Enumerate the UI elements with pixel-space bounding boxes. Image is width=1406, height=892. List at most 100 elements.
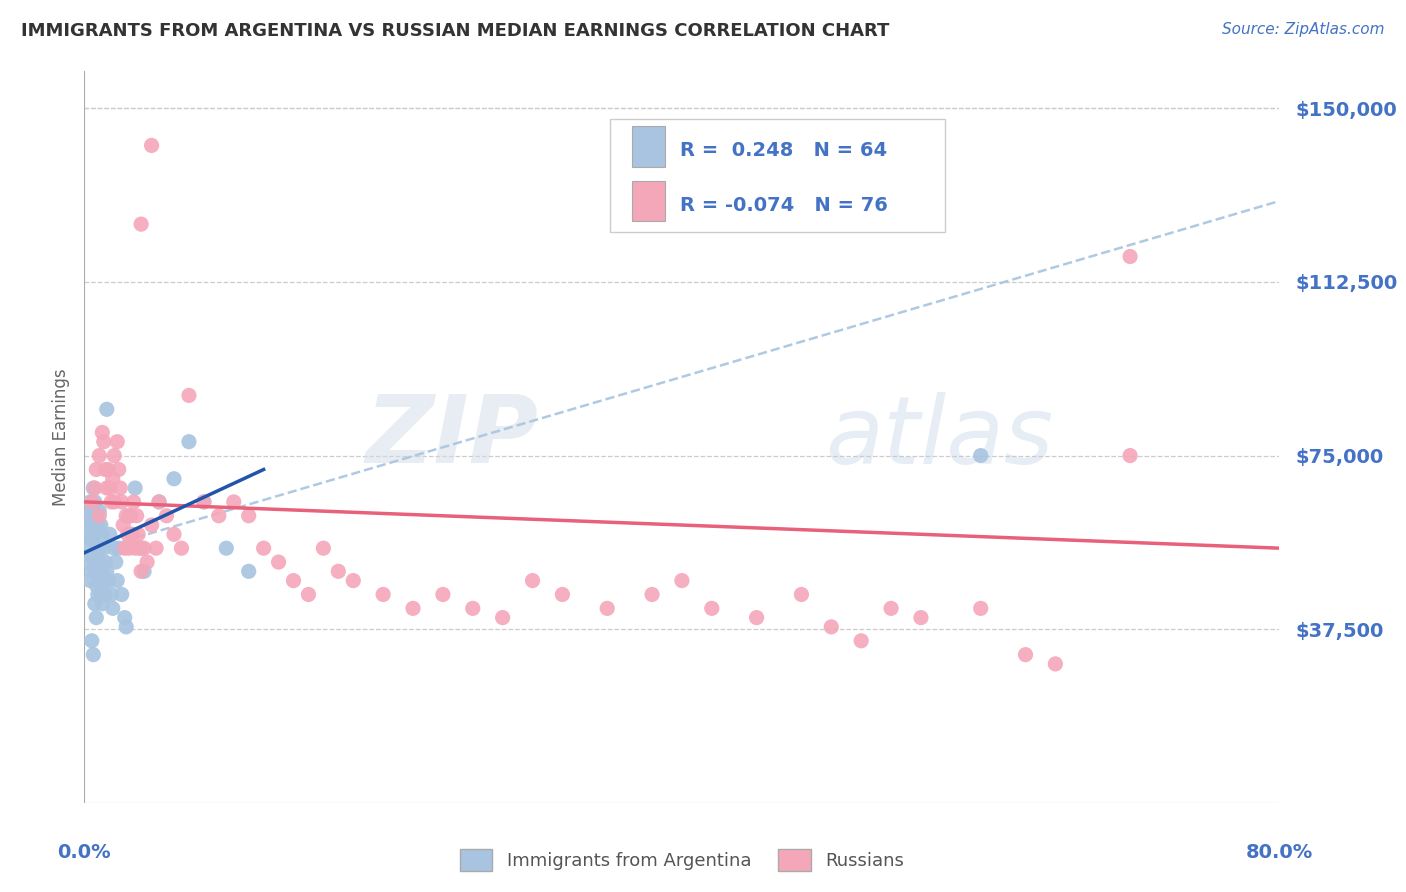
Point bbox=[120, 508, 142, 523]
Point bbox=[1119, 250, 1142, 264]
Point bbox=[297, 587, 319, 601]
Point bbox=[100, 495, 122, 509]
Point bbox=[128, 541, 150, 556]
Point bbox=[115, 620, 138, 634]
Point bbox=[129, 217, 152, 231]
Point bbox=[103, 449, 125, 463]
Point bbox=[98, 481, 121, 495]
Text: IMMIGRANTS FROM ARGENTINA VS RUSSIAN MEDIAN EARNINGS CORRELATION CHART: IMMIGRANTS FROM ARGENTINA VS RUSSIAN MED… bbox=[21, 22, 890, 40]
Point bbox=[141, 518, 163, 533]
Point bbox=[125, 508, 148, 523]
Point bbox=[112, 518, 135, 533]
Point bbox=[89, 449, 111, 463]
Point bbox=[111, 587, 134, 601]
Point bbox=[80, 633, 103, 648]
Point bbox=[215, 541, 238, 556]
Point bbox=[94, 555, 117, 569]
Point bbox=[115, 508, 138, 523]
Point bbox=[121, 527, 143, 541]
Point bbox=[105, 574, 128, 588]
Point bbox=[141, 138, 163, 153]
Point bbox=[790, 587, 813, 601]
Point bbox=[82, 481, 104, 495]
Text: 80.0%: 80.0% bbox=[1246, 843, 1313, 862]
Point bbox=[193, 495, 215, 509]
Point bbox=[328, 565, 350, 579]
Point bbox=[82, 648, 104, 662]
Text: 0.0%: 0.0% bbox=[58, 843, 111, 862]
Point bbox=[121, 527, 143, 541]
Point bbox=[79, 574, 101, 588]
Legend: Immigrants from Argentina, Russians: Immigrants from Argentina, Russians bbox=[453, 841, 911, 878]
FancyBboxPatch shape bbox=[610, 119, 945, 232]
Point bbox=[851, 633, 873, 648]
Point bbox=[83, 527, 105, 541]
Point bbox=[155, 508, 177, 523]
Point bbox=[114, 610, 136, 624]
Point bbox=[97, 574, 120, 588]
Point bbox=[86, 610, 108, 624]
Point bbox=[94, 462, 117, 476]
Point bbox=[75, 527, 97, 541]
Point bbox=[77, 518, 100, 533]
Bar bbox=[631, 127, 665, 167]
Point bbox=[163, 527, 186, 541]
Text: atlas: atlas bbox=[825, 392, 1053, 483]
Point bbox=[671, 574, 693, 588]
Point bbox=[132, 541, 156, 556]
Point bbox=[136, 555, 159, 569]
Point bbox=[76, 541, 98, 556]
Point bbox=[238, 565, 260, 579]
Point bbox=[93, 434, 115, 449]
Point bbox=[145, 541, 167, 556]
Point bbox=[105, 434, 128, 449]
Point bbox=[596, 601, 619, 615]
Point bbox=[118, 541, 141, 556]
Point bbox=[93, 541, 115, 556]
Point bbox=[641, 587, 664, 601]
Point bbox=[86, 578, 108, 592]
Point bbox=[87, 555, 110, 569]
Point bbox=[208, 508, 231, 523]
Point bbox=[104, 555, 127, 569]
Point bbox=[80, 565, 103, 579]
Point bbox=[83, 565, 105, 579]
Point bbox=[82, 518, 104, 533]
Point bbox=[96, 565, 118, 579]
Point bbox=[89, 508, 111, 523]
Point bbox=[80, 495, 103, 509]
Point bbox=[107, 462, 129, 476]
Point bbox=[89, 541, 111, 556]
Point bbox=[910, 610, 932, 624]
Point bbox=[97, 462, 120, 476]
Text: R = -0.074   N = 76: R = -0.074 N = 76 bbox=[679, 195, 887, 215]
Point bbox=[111, 495, 134, 509]
Text: Source: ZipAtlas.com: Source: ZipAtlas.com bbox=[1222, 22, 1385, 37]
Point bbox=[312, 541, 335, 556]
Point bbox=[127, 527, 149, 541]
Point bbox=[432, 587, 454, 601]
Point bbox=[124, 481, 146, 495]
Point bbox=[103, 541, 125, 556]
Point bbox=[83, 597, 105, 611]
Point bbox=[79, 495, 101, 509]
Point bbox=[238, 508, 260, 523]
Point bbox=[163, 472, 186, 486]
Point bbox=[124, 541, 146, 556]
Point bbox=[83, 481, 105, 495]
Point bbox=[91, 597, 114, 611]
Point bbox=[1045, 657, 1067, 671]
Point bbox=[89, 504, 111, 518]
Point bbox=[132, 565, 156, 579]
Point bbox=[745, 610, 768, 624]
Text: ZIP: ZIP bbox=[366, 391, 538, 483]
Point bbox=[170, 541, 193, 556]
Point bbox=[103, 495, 125, 509]
Point bbox=[90, 555, 112, 569]
Point bbox=[129, 565, 152, 579]
Point bbox=[117, 527, 139, 541]
Point bbox=[80, 504, 103, 518]
Point bbox=[148, 495, 170, 509]
Point bbox=[91, 527, 114, 541]
Point bbox=[86, 508, 108, 523]
